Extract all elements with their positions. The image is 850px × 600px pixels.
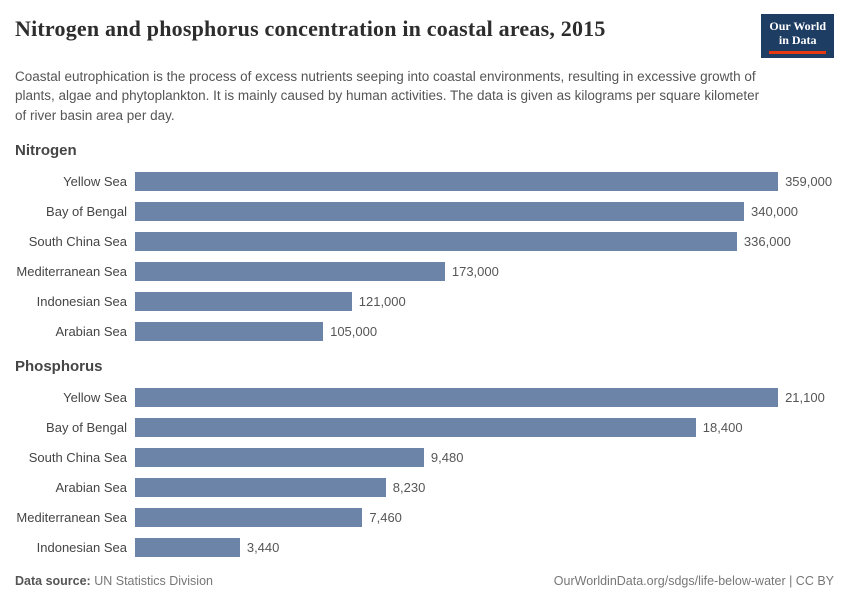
owid-logo: Our World in Data bbox=[761, 14, 834, 58]
bar-track: 18,400 bbox=[135, 418, 834, 438]
value-label: 8,230 bbox=[392, 480, 426, 496]
category-label: Indonesian Sea bbox=[36, 294, 127, 310]
owid-logo-line2: in Data bbox=[778, 33, 817, 48]
data-source-value: UN Statistics Division bbox=[94, 574, 213, 589]
bar bbox=[135, 388, 779, 408]
bar-track: 8,230 bbox=[135, 478, 834, 498]
bar bbox=[135, 292, 352, 312]
bar bbox=[135, 232, 737, 252]
category-label: Bay of Bengal bbox=[46, 204, 127, 220]
category-label: Arabian Sea bbox=[55, 324, 127, 340]
value-label: 3,440 bbox=[246, 540, 280, 556]
section-title-nitrogen: Nitrogen bbox=[15, 142, 77, 160]
category-label: Mediterranean Sea bbox=[16, 510, 127, 526]
bar bbox=[135, 418, 696, 438]
value-label: 340,000 bbox=[751, 204, 799, 220]
chart-header: Nitrogen and phosphorus concentration in… bbox=[15, 14, 834, 125]
bar bbox=[135, 322, 324, 342]
owid-logo-red-underline bbox=[769, 50, 826, 54]
value-label: 21,100 bbox=[785, 390, 825, 406]
bar-row: South China Sea 9,480 bbox=[15, 448, 834, 468]
bar-row: Bay of Bengal 340,000 bbox=[15, 202, 834, 222]
value-label: 9,480 bbox=[430, 450, 464, 466]
bar bbox=[135, 448, 424, 468]
bar-row: South China Sea 336,000 bbox=[15, 232, 834, 252]
title-row: Nitrogen and phosphorus concentration in… bbox=[15, 14, 834, 58]
page-title: Nitrogen and phosphorus concentration in… bbox=[15, 16, 606, 41]
attribution-link[interactable]: OurWorldinData.org/sdgs/life-below-water… bbox=[553, 574, 834, 589]
bar bbox=[135, 478, 386, 498]
chart-footer: Data source: UN Statistics Division OurW… bbox=[15, 568, 834, 588]
bar-track: 336,000 bbox=[135, 232, 834, 252]
value-label: 105,000 bbox=[330, 324, 378, 340]
value-label: 7,460 bbox=[369, 510, 402, 526]
bar-track: 121,000 bbox=[135, 292, 834, 312]
value-label: 359,000 bbox=[785, 174, 833, 190]
category-label: Indonesian Sea bbox=[36, 540, 127, 556]
bar-row: Mediterranean Sea 7,460 bbox=[15, 508, 834, 528]
bar bbox=[135, 262, 445, 282]
bar bbox=[135, 508, 363, 528]
bar-track: 105,000 bbox=[135, 322, 834, 342]
bar bbox=[135, 538, 240, 558]
value-label: 18,400 bbox=[702, 420, 743, 436]
bar-row: Bay of Bengal 18,400 bbox=[15, 418, 834, 438]
value-label: 121,000 bbox=[358, 294, 406, 310]
data-source: Data source: UN Statistics Division bbox=[15, 574, 213, 588]
value-label: 336,000 bbox=[743, 234, 791, 250]
category-label: South China Sea bbox=[28, 450, 127, 466]
bar-track: 173,000 bbox=[135, 262, 834, 282]
bar-track: 21,100 bbox=[135, 388, 834, 408]
bar bbox=[135, 172, 779, 192]
bar-row: Mediterranean Sea 173,000 bbox=[15, 262, 834, 282]
category-label: South China Sea bbox=[28, 234, 127, 250]
bar-track: 340,000 bbox=[135, 202, 834, 222]
bar-row: Arabian Sea 105,000 bbox=[15, 322, 834, 342]
category-label: Bay of Bengal bbox=[46, 420, 127, 436]
data-source-label: Data source: bbox=[15, 574, 91, 589]
bar-row: Yellow Sea 21,100 bbox=[15, 388, 834, 408]
bar-row: Indonesian Sea 121,000 bbox=[15, 292, 834, 312]
bar-row: Yellow Sea 359,000 bbox=[15, 172, 834, 192]
category-label: Arabian Sea bbox=[55, 480, 127, 496]
category-label: Yellow Sea bbox=[63, 174, 127, 190]
bar-row: Indonesian Sea 3,440 bbox=[15, 538, 834, 558]
value-label: 173,000 bbox=[451, 264, 499, 280]
chart-subtitle: Coastal eutrophication is the process of… bbox=[15, 68, 760, 123]
bar-track: 9,480 bbox=[135, 448, 834, 468]
category-label: Mediterranean Sea bbox=[16, 264, 127, 280]
category-label: Yellow Sea bbox=[63, 390, 127, 406]
bar-track: 7,460 bbox=[135, 508, 834, 528]
section-title-phosphorus: Phosphorus bbox=[15, 358, 103, 376]
owid-logo-line1: Our World bbox=[769, 19, 826, 33]
chart-body: Nitrogen Yellow Sea 359,000 Bay of Bengal 34… bbox=[15, 125, 834, 568]
bar-row: Arabian Sea 8,230 bbox=[15, 478, 834, 498]
bar bbox=[135, 202, 745, 222]
bar-track: 359,000 bbox=[135, 172, 834, 192]
bar-track: 3,440 bbox=[135, 538, 834, 558]
